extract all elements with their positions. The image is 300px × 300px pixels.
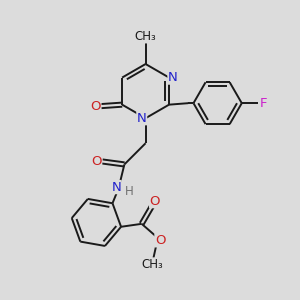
Text: O: O (90, 100, 101, 112)
Text: CH₃: CH₃ (141, 258, 163, 271)
Text: N: N (111, 181, 121, 194)
Text: N: N (168, 71, 178, 84)
Text: O: O (150, 195, 160, 208)
Text: H: H (124, 185, 133, 198)
Text: O: O (91, 155, 102, 168)
Text: F: F (260, 97, 268, 110)
Text: CH₃: CH₃ (135, 30, 157, 43)
Text: N: N (137, 112, 147, 125)
Text: O: O (155, 234, 166, 247)
